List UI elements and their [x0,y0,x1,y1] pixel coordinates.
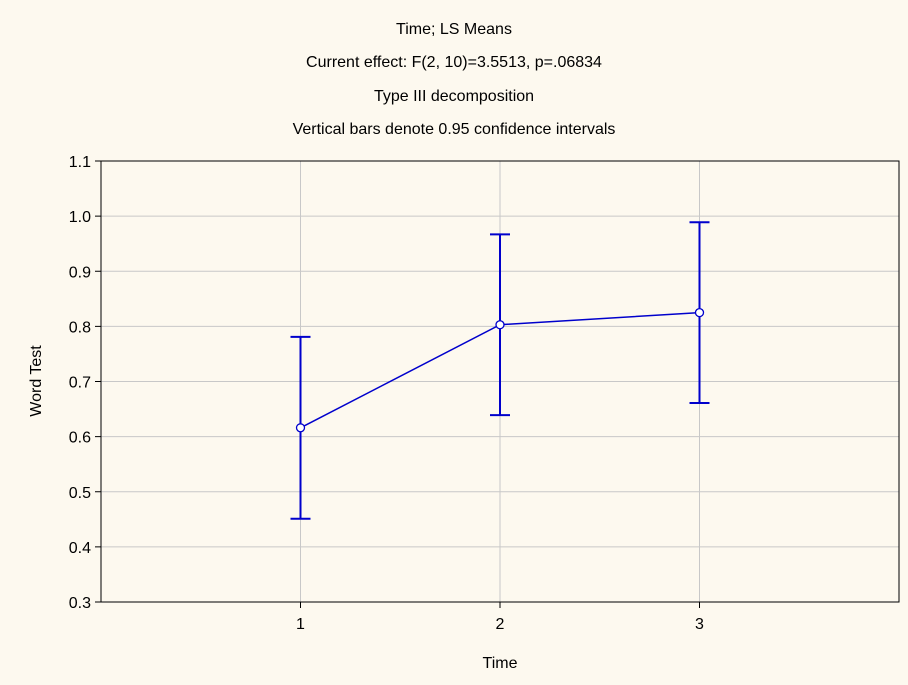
y-tick-label: 0.8 [69,319,91,336]
chart-title: Time; LS Means [396,21,512,38]
tick-layer: 0.3 0.4 0.5 0.6 0.7 0.8 0.9 1.0 1.1 1 2 3 [69,154,704,633]
y-tick-label: 1.1 [69,154,91,171]
y-tick-label: 0.7 [69,375,91,392]
chart-subtitle-decomposition: Type III decomposition [373,88,535,105]
x-tick-label: 3 [695,616,704,633]
y-tick-label: 1.0 [69,209,91,226]
y-tick-label: 0.5 [69,485,91,502]
y-axis-label: Word Test [28,345,45,417]
y-tick-label: 0.3 [69,595,91,612]
y-tick-label: 0.4 [69,540,91,557]
chart-subtitle-ci-note: Vertical bars denote 0.95 confidence int… [292,121,616,138]
x-tick-label: 2 [496,616,505,633]
data-point [694,307,705,318]
data-point [495,320,505,330]
y-tick-label: 0.6 [69,430,91,447]
series-layer [290,221,710,520]
x-tick-label: 1 [296,616,305,633]
chart-subtitle-effect: Current effect: F(2, 10)=3.5513, p=.0683… [306,54,602,71]
x-axis-label: Time [483,655,518,672]
data-point [295,423,306,433]
y-tick-label: 0.9 [69,264,91,281]
